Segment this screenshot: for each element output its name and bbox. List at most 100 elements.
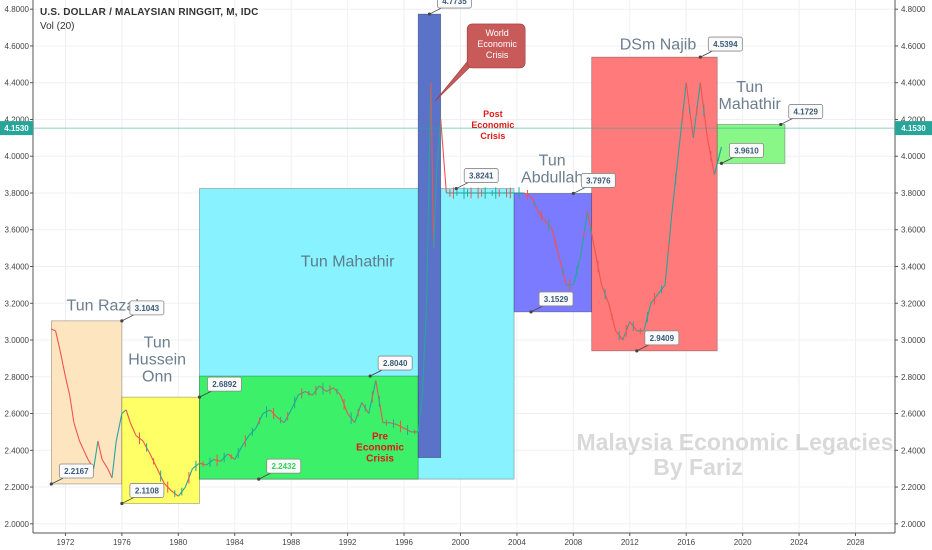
price-label-box — [788, 104, 824, 119]
price-label-leader — [780, 118, 793, 125]
price-label: 2.1108 — [135, 486, 160, 495]
y-tick-label-left: 3.2000 — [5, 299, 30, 308]
y-tick-label-right: 3.4000 — [901, 263, 926, 272]
watermark-line2: By Fariz — [653, 454, 742, 480]
annotation-text: Post Economic Crisis — [471, 109, 514, 141]
price-labels: 2.2167 3.1043 2.1108 2.6892 2.2432 2.8040 4.77… — [49, 0, 824, 506]
price-label-box — [377, 355, 413, 371]
x-tick-label: 2016 — [677, 538, 695, 547]
price-segment — [430, 82, 435, 249]
period-regions — [50, 13, 786, 504]
price-label: 3.9610 — [734, 146, 759, 155]
y-tick-label-left: 3.6000 — [5, 226, 30, 235]
x-tick-label: 2024 — [790, 538, 808, 547]
y-tick-label-right: 4.0000 — [901, 152, 926, 161]
price-label-dot — [120, 501, 124, 506]
y-tick-label-left: 2.8000 — [5, 373, 30, 382]
region-label: Tun Hussein Onn — [128, 334, 186, 385]
y-tick-label-left: 3.8000 — [5, 189, 30, 198]
price-label: 3.1043 — [135, 304, 160, 313]
price-label-leader — [370, 369, 383, 377]
price-label-dot — [427, 12, 432, 16]
y-tick-label-left: 4.2000 — [5, 115, 30, 124]
price-label-dot — [368, 374, 372, 378]
current-price-tag — [895, 121, 932, 136]
y-tick-label-right: 2.4000 — [901, 446, 926, 455]
price-segment — [93, 441, 99, 469]
price-label-leader — [530, 305, 544, 313]
price-label-box — [729, 142, 764, 158]
x-tick-label: 2000 — [452, 538, 470, 547]
price-label: 2.9409 — [650, 334, 675, 343]
region-box — [417, 13, 442, 458]
price-label-leader — [721, 157, 734, 164]
y-tick-label-left: 3.0000 — [5, 336, 30, 345]
y-tick-label-left: 4.0000 — [5, 152, 30, 161]
annotation-line: World — [485, 28, 508, 38]
y-tick-label-right: 4.4000 — [901, 79, 926, 88]
y-tick-label-right: 3.2000 — [901, 299, 926, 308]
x-tick-label: 1992 — [339, 538, 357, 547]
price-segment — [426, 82, 432, 304]
price-label-box — [538, 291, 574, 307]
price-label-box — [266, 458, 302, 474]
y-tick-label-right: 3.8000 — [901, 189, 926, 198]
region-labels: Tun Razak Tun Hussein Onn Tun Mahathir Pre Eco… — [67, 37, 782, 465]
axes: 2.0000 2.0000 2.2000 2.2000 2.4000 2.4000 2.60… — [5, 0, 926, 547]
y-tick-label-left: 2.2000 — [5, 483, 30, 492]
price-label: 2.8040 — [383, 359, 408, 368]
price-label: 4.7735 — [442, 0, 467, 6]
price-segment — [69, 395, 75, 423]
region-label-line: Tun — [144, 334, 171, 351]
y-tick-label-left: 4.4000 — [5, 79, 30, 88]
x-tick-label: 1988 — [282, 538, 300, 547]
price-label-dot — [529, 310, 533, 314]
y-tick-label-left: 4.8000 — [5, 5, 30, 14]
price-label: 2.2167 — [64, 467, 89, 476]
price-label-dot — [257, 477, 261, 481]
price-label: 3.1529 — [544, 295, 569, 304]
y-tick-label-right: 3.6000 — [901, 226, 926, 235]
region-label: Tun Mahathir — [301, 254, 395, 271]
price-segment — [433, 174, 438, 249]
symbol-title: U.S. DOLLAR / MALAYSIAN RINGGIT, M, IDC — [40, 7, 259, 18]
region-label-line: Onn — [142, 368, 172, 385]
price-label-dot — [779, 122, 783, 127]
callout-box — [466, 23, 526, 69]
x-tick-label: 2020 — [734, 538, 752, 547]
y-tick-label-right: 2.8000 — [901, 373, 926, 382]
current-price-tag — [0, 121, 33, 136]
volume-indicator[interactable]: Vol (20) — [40, 21, 75, 32]
region-label: DSm Najib — [620, 37, 697, 54]
price-segment-latest — [713, 146, 723, 175]
price-label-box — [644, 330, 680, 346]
region-label-line: Tun — [736, 79, 763, 96]
price-label-leader — [636, 344, 650, 352]
price-segment — [73, 422, 81, 442]
price-label: 4.5394 — [713, 40, 738, 49]
region-box — [50, 320, 123, 485]
price-segment — [435, 119, 442, 175]
price-segment — [101, 459, 109, 469]
price-label-box — [437, 0, 472, 9]
region-label: Tun Abdullah — [521, 152, 583, 186]
price-segment — [111, 441, 117, 478]
price-segment — [97, 440, 103, 460]
region-label-line: Tun Razak — [67, 298, 145, 315]
x-tick-label: 2028 — [847, 538, 865, 547]
price-segment — [107, 468, 113, 479]
price-label-dot — [571, 191, 575, 196]
y-tick-label-left: 4.6000 — [5, 42, 30, 51]
region-label: Pre Economic Crisis — [356, 431, 404, 464]
price-segment — [59, 349, 66, 377]
price-label: 3.8241 — [469, 172, 494, 181]
price-label-dot — [120, 319, 124, 323]
region-label-line: Economic — [356, 442, 404, 453]
price-series — [51, 82, 723, 497]
price-label-leader — [429, 7, 442, 15]
price-segment — [421, 303, 428, 396]
price-label-box — [129, 483, 165, 498]
region-label: Tun Mahathir — [719, 79, 782, 113]
